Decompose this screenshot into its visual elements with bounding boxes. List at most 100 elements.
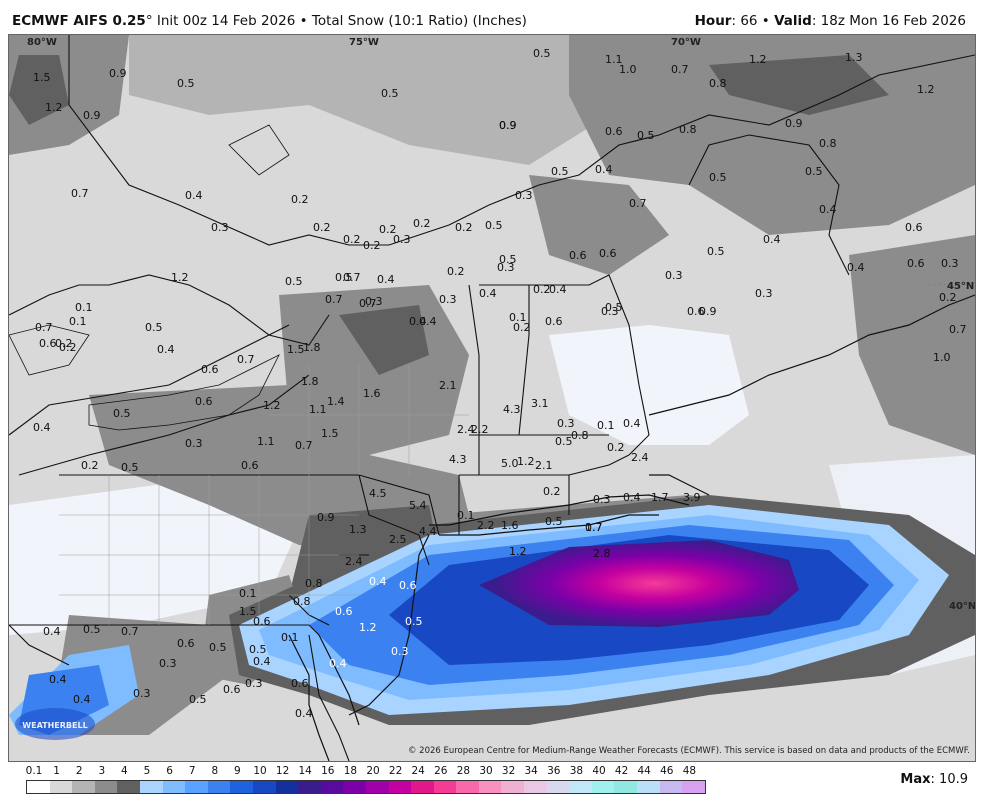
legend-swatch	[320, 781, 344, 793]
snow-value-label: 0.5	[485, 219, 503, 232]
snow-value-label: 0.5	[499, 253, 517, 266]
snow-value-label: 0.5	[83, 623, 101, 636]
snow-value-label: 1.3	[349, 523, 367, 536]
snow-value-label: 0.4	[49, 673, 67, 686]
legend-tick: 40	[592, 765, 606, 777]
snow-value-label: 0.3	[393, 233, 411, 246]
legend-swatch	[659, 781, 683, 793]
snow-value-label: 0.9	[499, 119, 517, 132]
snow-value-label: 0.5	[177, 77, 195, 90]
snow-value-label: 0.1	[69, 315, 87, 328]
snow-value-label: 0.4	[763, 233, 781, 246]
snow-value-label: 0.8	[819, 137, 837, 150]
legend-tick: 16	[321, 765, 335, 777]
snow-value-label: 0.5	[805, 165, 823, 178]
snow-value-label: 0.7	[35, 321, 53, 334]
snow-value-label: 0.2	[513, 321, 531, 334]
product-name: Total Snow (10:1 Ratio) (Inches)	[311, 13, 527, 29]
snow-value-label: 0.8	[293, 595, 311, 608]
snow-value-label: 5.0	[501, 457, 519, 470]
snow-value-label: 1.2	[171, 271, 189, 284]
snow-value-label: 0.6	[687, 305, 705, 318]
weatherbell-logo: WEATHERBELL	[14, 706, 96, 742]
snow-value-label: 0.4	[549, 283, 567, 296]
snow-value-label: 0.2	[379, 223, 397, 236]
snow-value-label: 0.4	[419, 315, 437, 328]
snow-value-label: 0.6	[291, 677, 309, 690]
init-time: Init 00z 14 Feb 2026	[156, 13, 296, 29]
legend-swatch	[614, 781, 638, 793]
legend-swatch	[388, 781, 412, 793]
snow-value-label: 0.2	[455, 221, 473, 234]
title-separator: •	[299, 13, 308, 29]
legend-swatch	[49, 781, 73, 793]
snow-value-label: 0.3	[755, 287, 773, 300]
map-title: ECMWF AIFS 0.25° Init 00z 14 Feb 2026 • …	[12, 13, 527, 29]
snow-value-label: 0.2	[55, 337, 73, 350]
snow-value-label: 0.7	[585, 521, 603, 534]
snow-value-label: 0.5	[121, 461, 139, 474]
snow-value-label: 0.4	[43, 625, 61, 638]
snow-value-label: 1.5	[33, 71, 51, 84]
snow-value-label: 0.3	[593, 493, 611, 506]
snow-value-label: 0.5	[551, 165, 569, 178]
legend-swatch	[637, 781, 660, 793]
legend-swatch	[433, 781, 457, 793]
legend-swatch	[162, 781, 186, 793]
grey-area-north	[129, 35, 609, 165]
snow-value-label: 1.6	[363, 387, 381, 400]
coord-label: 40°N	[949, 601, 975, 612]
snow-value-label: 0.5	[545, 515, 563, 528]
snow-value-label: 0.3	[133, 687, 151, 700]
snow-value-label: 1.5	[239, 605, 257, 618]
snow-value-label: 0.8	[679, 123, 697, 136]
coord-label: 45°N	[947, 281, 974, 292]
snow-value-label: 1.1	[605, 53, 623, 66]
snow-value-label: 1.2	[45, 101, 63, 114]
snow-value-label: 0.4	[377, 273, 395, 286]
snow-value-label: 2.8	[593, 547, 611, 560]
coord-label: 70°W	[671, 37, 701, 48]
snow-value-label: 0.1	[239, 587, 257, 600]
legend-tick: 22	[388, 765, 403, 777]
legend-tick: 12	[275, 765, 290, 777]
county-lines	[59, 365, 469, 625]
legend-tick: 28	[456, 765, 471, 777]
snow-value-label: 0.6	[569, 249, 587, 262]
snow-value-label: 0.1	[75, 301, 93, 314]
legend-tick: 18	[343, 765, 358, 777]
snow-value-label: 0.5	[113, 407, 131, 420]
snow-value-label: 0.4	[369, 575, 387, 588]
legend-swatch	[524, 781, 547, 793]
snow-value-label: 4.5	[369, 487, 387, 500]
snow-value-label: 0.5	[605, 301, 623, 314]
snow-value-label: 0.6	[201, 363, 219, 376]
snow-value-label: 0.2	[343, 233, 361, 246]
trace-area-maine	[549, 325, 749, 445]
snow-value-label: 0.5	[533, 47, 551, 60]
snow-value-label: 4.4	[419, 525, 437, 538]
valid-label: Valid	[774, 13, 812, 29]
snow-value-label: 0.4	[157, 343, 175, 356]
snow-value-label: 0.3	[557, 417, 575, 430]
legend-tick: 24	[411, 765, 425, 777]
snow-value-label: 0.6	[195, 395, 213, 408]
legend-tick: 2	[75, 765, 83, 777]
legend-swatch	[275, 781, 299, 793]
snow-value-label: 3.9	[683, 491, 701, 504]
snow-value-label: 0.2	[291, 193, 309, 206]
snow-value-label: 1.1	[257, 435, 275, 448]
snow-value-label: 0.4	[295, 707, 313, 720]
snow-value-label: 0.5	[555, 435, 573, 448]
snow-value-label: 0.4	[329, 657, 347, 670]
snow-value-label: 0.9	[699, 305, 717, 318]
legend-swatch	[682, 781, 705, 793]
snow-value-label: 0.5	[209, 641, 227, 654]
legend-swatch	[411, 781, 434, 793]
max-label: Max	[900, 772, 931, 787]
snow-value-label: 2.5	[389, 533, 407, 546]
snow-value-label: 0.5	[189, 693, 207, 706]
snow-value-label: 0.5	[405, 615, 423, 628]
legend-tick: 38	[569, 765, 584, 777]
snowfall-map[interactable]: 80°W 75°W 70°W 45°N 40°N 1.5 0.9 0.5 1.2 0.9 0.5 0…	[8, 34, 976, 762]
